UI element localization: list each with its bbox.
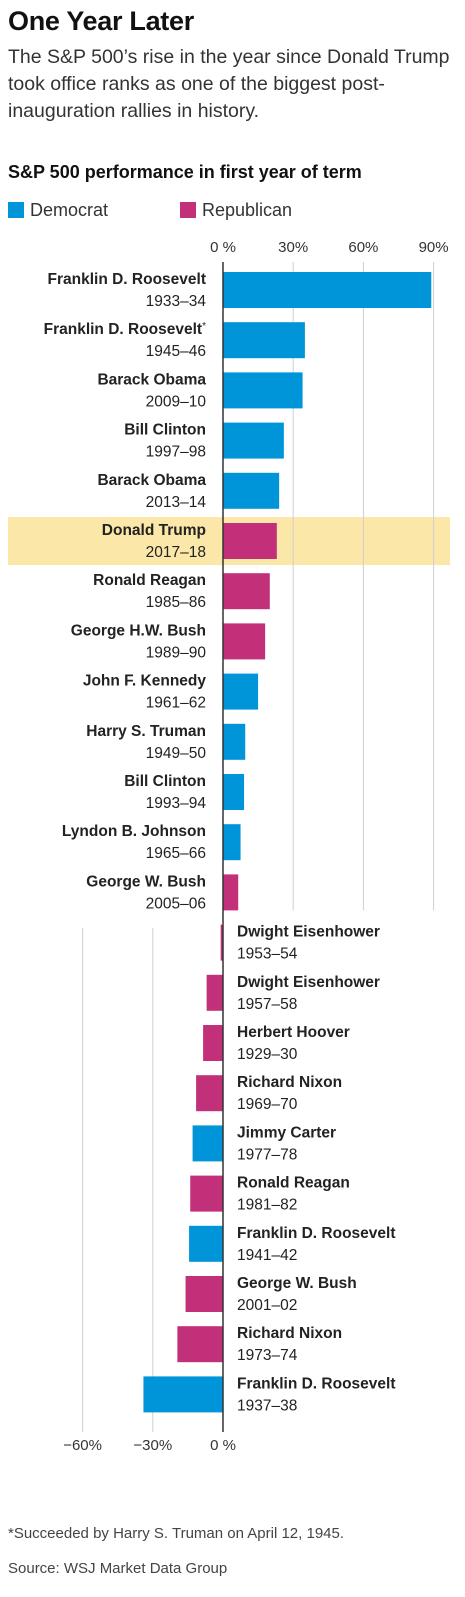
bar-year-label-17: 1969–70: [237, 1096, 298, 1113]
bar-name-label-2: Franklin D. Roosevelt*: [44, 321, 206, 338]
bar-2: [223, 322, 305, 359]
bar-name-label-23: Franklin D. Roosevelt: [237, 1375, 395, 1392]
bar-22: [177, 1326, 223, 1363]
tick-label-pos-90: 90%: [419, 239, 449, 256]
bar-9: [223, 673, 259, 710]
bar-13: [223, 874, 239, 911]
tick-label-neg-0: 0 %: [210, 1437, 236, 1454]
footnote-marker: *: [202, 321, 206, 332]
bar-name-label-1: Franklin D. Roosevelt: [48, 271, 206, 288]
bar-21: [185, 1276, 223, 1312]
bar-5: [223, 472, 280, 509]
bar-name-label-16: Herbert Hoover: [237, 1024, 350, 1041]
bar-year-label-8: 1989–90: [146, 644, 207, 661]
bar-year-label-9: 1961–62: [146, 695, 206, 712]
bar-name-label-7: Ronald Reagan: [93, 572, 206, 589]
bar-name-label-10: Harry S. Truman: [86, 723, 206, 740]
bar-19: [190, 1175, 223, 1212]
legend-swatch-republican: [180, 202, 196, 218]
bar-name-label-22: Richard Nixon: [237, 1325, 342, 1342]
bar-year-label-11: 1993–94: [146, 795, 207, 812]
bar-name-label-4: Bill Clinton: [124, 422, 206, 439]
bar-year-label-1: 1933–34: [146, 293, 207, 310]
legend-item-democrat: Democrat: [8, 198, 108, 222]
bar-year-label-14: 1953–54: [237, 946, 298, 963]
legend-label-democrat: Democrat: [30, 199, 109, 220]
bar-4: [223, 422, 284, 459]
bar-18: [192, 1125, 223, 1162]
bar-year-label-7: 1985–86: [146, 594, 206, 611]
bar-year-label-18: 1977–78: [237, 1146, 297, 1163]
chart-title: S&P 500 performance in first year of ter…: [8, 162, 362, 182]
bar-name-label-19: Ronald Reagan: [237, 1175, 350, 1192]
bar-year-label-12: 1965–66: [146, 845, 206, 862]
bar-name-label-3: Barack Obama: [97, 371, 206, 388]
bar-year-label-19: 1981–82: [237, 1197, 297, 1214]
bar-1: [223, 272, 432, 308]
bar-6: [223, 523, 277, 559]
bar-year-label-16: 1929–30: [237, 1046, 298, 1063]
legend: Democrat Republican: [8, 198, 448, 222]
bar-name-label-17: Richard Nixon: [237, 1074, 342, 1091]
bar-14: [220, 924, 223, 961]
bar-name-label-14: Dwight Eisenhower: [237, 924, 380, 941]
tick-label-neg-60: −60%: [63, 1437, 102, 1454]
bar-8: [223, 623, 266, 660]
bar-name-label-20: Franklin D. Roosevelt: [237, 1225, 395, 1242]
bar-12: [223, 824, 241, 861]
bar-7: [223, 573, 270, 610]
bar-17: [196, 1075, 223, 1112]
bar-year-label-5: 2013–14: [146, 494, 207, 511]
bar-year-label-6: 2017–18: [146, 544, 206, 561]
bar-name-label-13: George W. Bush: [86, 873, 206, 890]
dek: The S&P 500’s rise in the year since Don…: [8, 46, 450, 122]
tick-label-pos-0: 0 %: [210, 239, 236, 256]
bar-name-label-6: Donald Trump: [102, 522, 206, 539]
bar-name-label-15: Dwight Eisenhower: [237, 974, 380, 991]
tick-label-pos-30: 30%: [278, 239, 308, 256]
bar-name-label-11: Bill Clinton: [124, 773, 206, 790]
footnote: *Succeeded by Harry S. Truman on April 1…: [8, 1525, 345, 1542]
bar-name-label-8: George H.W. Bush: [71, 622, 206, 639]
bar-year-label-10: 1949–50: [146, 745, 207, 762]
bar-name-label-21: George W. Bush: [237, 1275, 357, 1292]
bar-20: [189, 1225, 223, 1262]
tick-label-neg-30: −30%: [133, 1437, 172, 1454]
bar-year-label-2: 1945–46: [146, 343, 206, 360]
tick-label-pos-60: 60%: [348, 239, 378, 256]
source-note: Source: WSJ Market Data Group: [8, 1560, 228, 1577]
bar-15: [206, 974, 223, 1011]
bar-year-label-21: 2001–02: [237, 1297, 297, 1314]
headline: One Year Later: [8, 6, 194, 36]
bar-year-label-13: 2005–06: [146, 895, 206, 912]
bar-year-label-20: 1941–42: [237, 1247, 297, 1264]
bar-year-label-22: 1973–74: [237, 1347, 298, 1364]
bar-10: [223, 723, 246, 760]
bar-name-label-12: Lyndon B. Johnson: [62, 823, 206, 840]
bar-name-label-9: John F. Kennedy: [83, 673, 207, 690]
bar-name-label-18: Jimmy Carter: [237, 1124, 336, 1141]
legend-item-republican: Republican: [180, 198, 292, 222]
bar-23: [143, 1376, 223, 1413]
bar-16: [203, 1025, 223, 1061]
bar-year-label-3: 2009–10: [146, 393, 207, 410]
bar-year-label-23: 1937–38: [237, 1397, 297, 1414]
legend-label-republican: Republican: [202, 199, 293, 220]
bar-3: [223, 372, 303, 409]
bar-11: [223, 774, 245, 810]
bar-year-label-4: 1997–98: [146, 444, 206, 461]
bar-name-label-5: Barack Obama: [97, 472, 206, 489]
legend-swatch-democrat: [8, 202, 24, 218]
bar-year-label-15: 1957–58: [237, 996, 297, 1013]
